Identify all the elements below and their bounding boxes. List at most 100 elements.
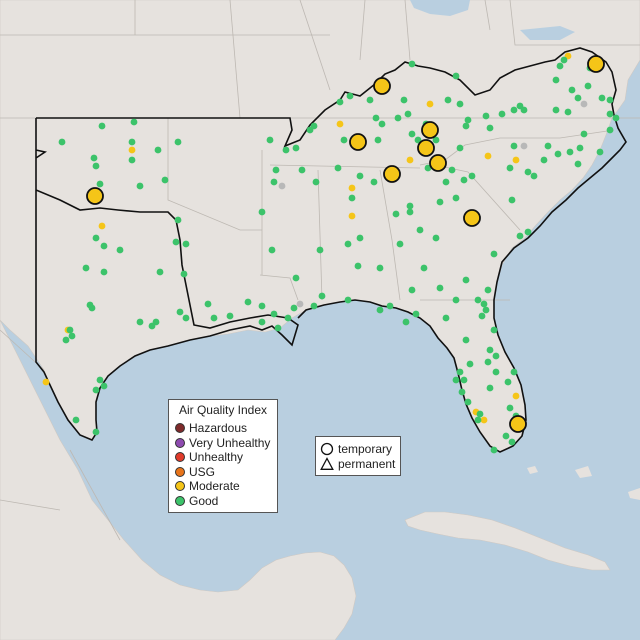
sensor-marker[interactable] <box>348 194 356 202</box>
sensor-marker[interactable] <box>516 232 524 240</box>
sensor-marker[interactable] <box>576 144 584 152</box>
sensor-marker[interactable] <box>310 302 318 310</box>
sensor-marker[interactable] <box>92 162 100 170</box>
sensor-marker[interactable] <box>482 306 490 314</box>
sensor-marker[interactable] <box>484 286 492 294</box>
sensor-marker[interactable] <box>344 240 352 248</box>
sensor-marker[interactable] <box>378 120 386 128</box>
sensor-marker[interactable] <box>258 208 266 216</box>
sensor-marker[interactable] <box>552 76 560 84</box>
sensor-marker[interactable] <box>552 106 560 114</box>
sensor-marker[interactable] <box>612 114 620 122</box>
sensor-marker[interactable] <box>96 376 104 384</box>
sensor-marker[interactable] <box>580 130 588 138</box>
sensor-marker[interactable] <box>606 110 614 118</box>
sensor-marker[interactable] <box>172 238 180 246</box>
sensor-marker[interactable] <box>574 160 582 168</box>
sensor-marker[interactable] <box>92 386 100 394</box>
sensor-marker[interactable] <box>92 234 100 242</box>
sensor-marker[interactable] <box>82 264 90 272</box>
sensor-marker[interactable] <box>436 284 444 292</box>
sensor-marker[interactable] <box>402 318 410 326</box>
sensor-marker[interactable] <box>498 110 506 118</box>
sensor-marker[interactable] <box>226 312 234 320</box>
sensor-marker[interactable] <box>316 246 324 254</box>
sensor-marker[interactable] <box>566 148 574 156</box>
sensor-marker[interactable] <box>412 310 420 318</box>
sensor-marker[interactable] <box>478 312 486 320</box>
sensor-marker[interactable] <box>182 314 190 322</box>
monitor-marker[interactable] <box>587 55 605 73</box>
sensor-marker[interactable] <box>404 110 412 118</box>
sensor-marker[interactable] <box>284 314 292 322</box>
sensor-marker[interactable] <box>128 138 136 146</box>
sensor-marker[interactable] <box>130 118 138 126</box>
sensor-marker[interactable] <box>492 368 500 376</box>
sensor-marker[interactable] <box>374 136 382 144</box>
sensor-marker[interactable] <box>524 168 532 176</box>
sensor-marker[interactable] <box>296 300 304 308</box>
sensor-marker[interactable] <box>278 182 286 190</box>
sensor-marker[interactable] <box>58 138 66 146</box>
sensor-marker[interactable] <box>136 182 144 190</box>
sensor-marker[interactable] <box>204 300 212 308</box>
sensor-marker[interactable] <box>292 274 300 282</box>
sensor-marker[interactable] <box>524 228 532 236</box>
monitor-marker[interactable] <box>421 121 439 139</box>
sensor-marker[interactable] <box>462 276 470 284</box>
sensor-marker[interactable] <box>348 184 356 192</box>
sensor-marker[interactable] <box>554 150 562 158</box>
sensor-marker[interactable] <box>161 176 169 184</box>
sensor-marker[interactable] <box>176 308 184 316</box>
sensor-marker[interactable] <box>210 314 218 322</box>
sensor-marker[interactable] <box>506 164 514 172</box>
sensor-marker[interactable] <box>408 130 416 138</box>
sensor-marker[interactable] <box>336 120 344 128</box>
sensor-marker[interactable] <box>266 136 274 144</box>
sensor-marker[interactable] <box>90 154 98 162</box>
sensor-marker[interactable] <box>476 410 484 418</box>
sensor-marker[interactable] <box>464 116 472 124</box>
sensor-marker[interactable] <box>520 142 528 150</box>
sensor-marker[interactable] <box>490 446 498 454</box>
sensor-marker[interactable] <box>490 326 498 334</box>
sensor-marker[interactable] <box>456 100 464 108</box>
sensor-marker[interactable] <box>442 178 450 186</box>
sensor-marker[interactable] <box>128 146 136 154</box>
sensor-marker[interactable] <box>416 226 424 234</box>
sensor-marker[interactable] <box>72 416 80 424</box>
sensor-marker[interactable] <box>486 346 494 354</box>
sensor-marker[interactable] <box>62 336 70 344</box>
sensor-marker[interactable] <box>244 298 252 306</box>
sensor-marker[interactable] <box>462 122 470 130</box>
sensor-marker[interactable] <box>336 98 344 106</box>
sensor-marker[interactable] <box>474 416 482 424</box>
sensor-marker[interactable] <box>606 126 614 134</box>
sensor-marker[interactable] <box>466 360 474 368</box>
sensor-marker[interactable] <box>298 166 306 174</box>
sensor-marker[interactable] <box>442 314 450 322</box>
sensor-marker[interactable] <box>42 378 50 386</box>
sensor-marker[interactable] <box>426 100 434 108</box>
sensor-marker[interactable] <box>458 388 466 396</box>
sensor-marker[interactable] <box>486 124 494 132</box>
sensor-marker[interactable] <box>270 310 278 318</box>
sensor-marker[interactable] <box>508 196 516 204</box>
sensor-marker[interactable] <box>312 178 320 186</box>
sensor-marker[interactable] <box>258 302 266 310</box>
sensor-marker[interactable] <box>530 172 538 180</box>
sensor-marker[interactable] <box>268 246 276 254</box>
monitor-marker[interactable] <box>86 187 104 205</box>
sensor-marker[interactable] <box>392 210 400 218</box>
sensor-marker[interactable] <box>544 142 552 150</box>
sensor-marker[interactable] <box>508 438 516 446</box>
sensor-marker[interactable] <box>100 382 108 390</box>
sensor-marker[interactable] <box>346 92 354 100</box>
sensor-marker[interactable] <box>372 114 380 122</box>
sensor-marker[interactable] <box>88 304 96 312</box>
sensor-marker[interactable] <box>484 358 492 366</box>
sensor-marker[interactable] <box>420 264 428 272</box>
sensor-marker[interactable] <box>490 250 498 258</box>
sensor-marker[interactable] <box>136 318 144 326</box>
sensor-marker[interactable] <box>598 94 606 102</box>
